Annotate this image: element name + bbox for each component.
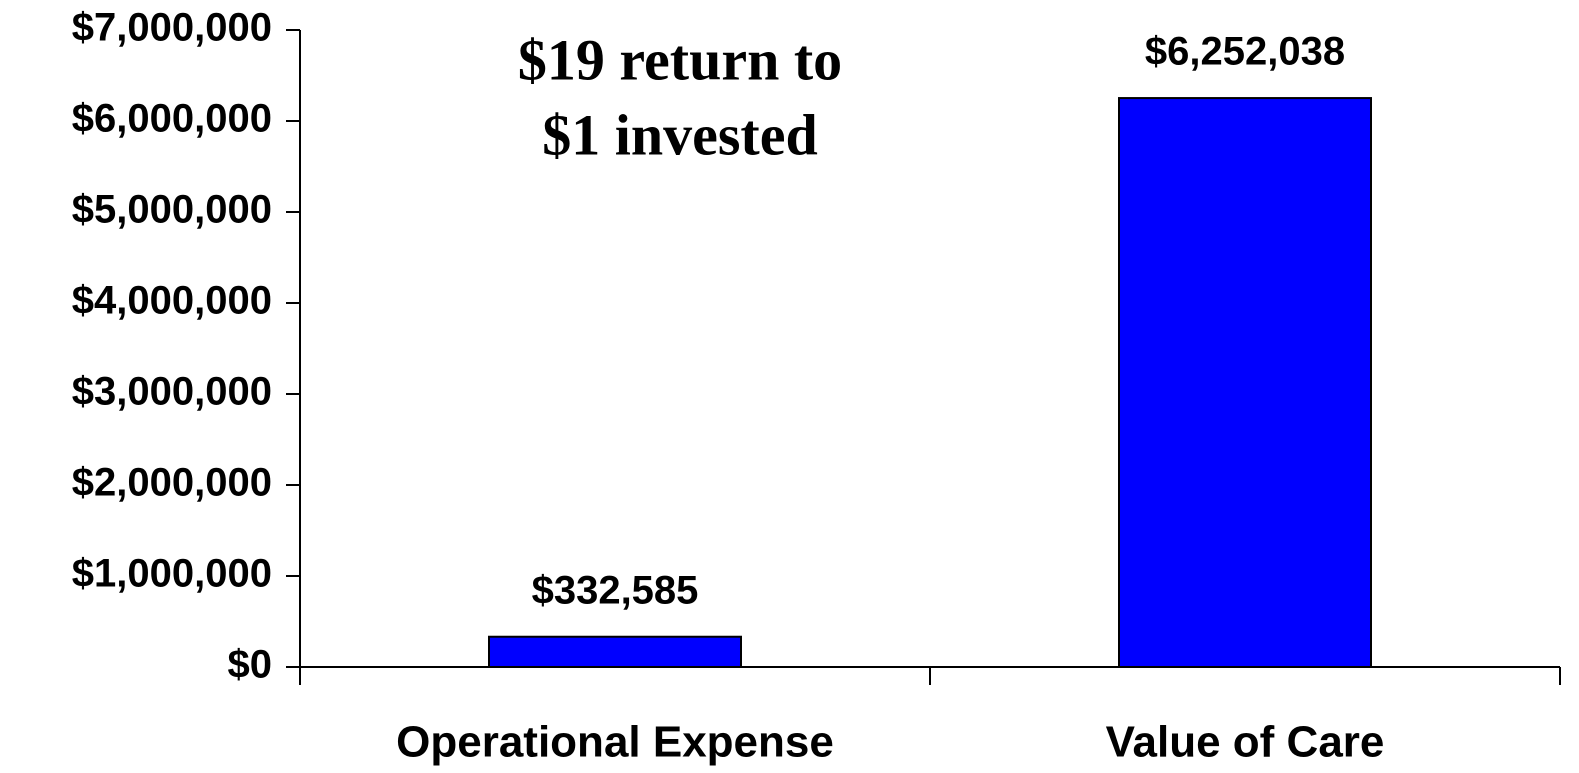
- y-tick-label: $7,000,000: [72, 6, 272, 50]
- y-tick-label: $6,000,000: [72, 97, 272, 141]
- y-tick-label: $0: [228, 643, 273, 687]
- y-tick-label: $2,000,000: [72, 461, 272, 505]
- bar: [1118, 97, 1372, 669]
- annotation: $19 return to: [518, 27, 842, 92]
- x-tick-label: Value of Care: [1106, 718, 1385, 767]
- value-label: $6,252,038: [1145, 30, 1345, 74]
- y-tick-label: $1,000,000: [72, 552, 272, 596]
- y-tick-label: $5,000,000: [72, 188, 272, 232]
- bar: [488, 635, 742, 668]
- value-label: $332,585: [532, 568, 699, 612]
- y-tick-label: $3,000,000: [72, 370, 272, 414]
- annotation: $1 invested: [542, 102, 818, 167]
- y-tick-label: $4,000,000: [72, 279, 272, 323]
- x-tick-label: Operational Expense: [396, 718, 834, 767]
